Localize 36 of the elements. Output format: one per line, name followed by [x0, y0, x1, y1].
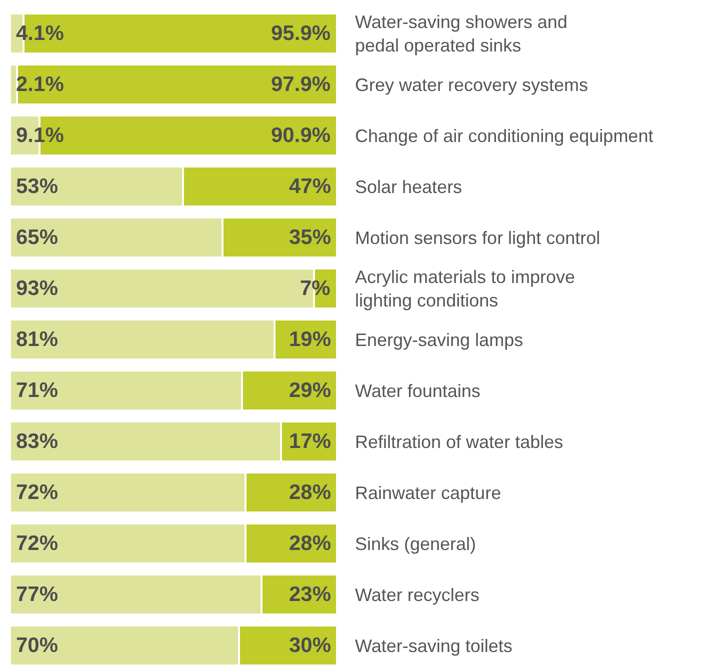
y-tick-label: Rainwater capture [355, 482, 502, 503]
data-label: 72% [16, 481, 58, 504]
y-tick-label: Water-saving toilets [355, 636, 512, 656]
y-tick-label: Change of air conditioning equipment [355, 126, 654, 146]
data-label: 47% [289, 175, 332, 198]
data-label: 72% [16, 532, 58, 555]
data-label: 90.9% [271, 124, 331, 147]
data-label: 97.9% [271, 73, 331, 96]
data-label: 53% [16, 175, 58, 198]
y-tick-label: Sinks (general) [355, 534, 476, 554]
y-tick-label: Refiltration of water tables [355, 432, 564, 452]
data-label: 17% [289, 430, 332, 453]
data-label: 83% [16, 430, 58, 453]
data-label: 93% [16, 277, 58, 300]
y-tick-label: Motion sensors for light control [355, 228, 600, 248]
y-tick-label: Acrylic materials to improve lighting conditions [355, 267, 576, 310]
data-label: 19% [289, 328, 332, 351]
data-label: 29% [289, 379, 332, 402]
data-label: 28% [289, 481, 332, 504]
y-tick-label: Energy-saving lamps [355, 330, 524, 350]
data-label: 81% [16, 328, 58, 351]
data-label: 70% [16, 634, 58, 657]
y-tick-label: Water-saving showers and pedal operated sinks [355, 12, 568, 56]
y-tick-label: Water recyclers [355, 584, 480, 605]
y-tick-label: Water fountains [355, 380, 480, 401]
data-label: 28% [289, 532, 332, 555]
data-label: 65% [16, 226, 58, 249]
data-label: 95.9% [271, 22, 331, 45]
data-label: 30% [289, 634, 332, 657]
y-tick-label: Solar heaters [355, 176, 462, 197]
data-label: 23% [289, 583, 332, 606]
data-label: 9.1% [16, 124, 64, 147]
data-label: 35% [289, 226, 332, 249]
data-label: 77% [16, 583, 58, 606]
data-label: 71% [16, 379, 58, 402]
y-tick-label: Grey water recovery systems [355, 74, 588, 95]
